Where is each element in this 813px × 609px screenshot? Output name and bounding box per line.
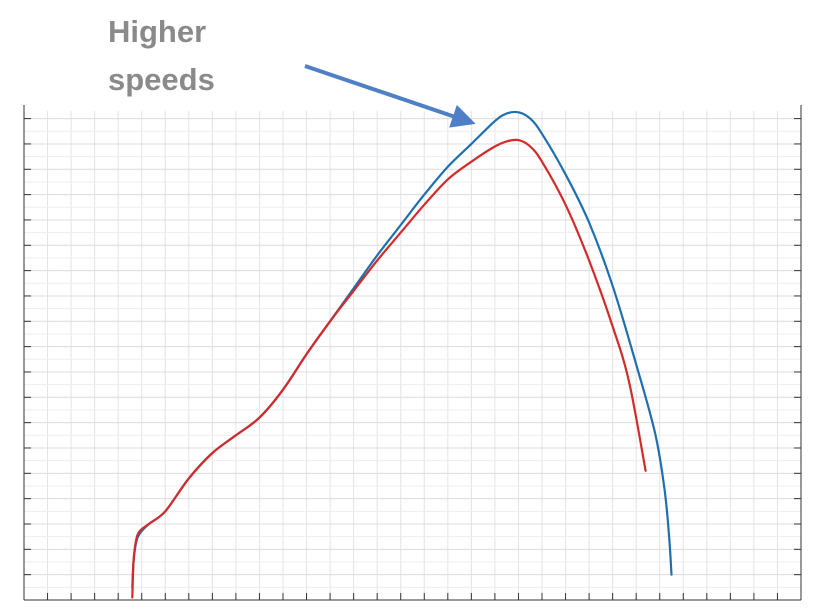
annotation-line-2: speeds: [108, 62, 215, 97]
annotation-arrow: [304, 64, 476, 128]
grid-minor: [23, 111, 802, 600]
annotation-line-1: Higher: [108, 14, 207, 49]
axis-ticks: [24, 118, 801, 600]
series-line-2: [131, 138, 647, 599]
series-group: [131, 110, 673, 599]
annotation-text: Higher speeds: [108, 8, 215, 104]
plot-frame: [23, 105, 802, 601]
series-line-1: [131, 110, 673, 589]
